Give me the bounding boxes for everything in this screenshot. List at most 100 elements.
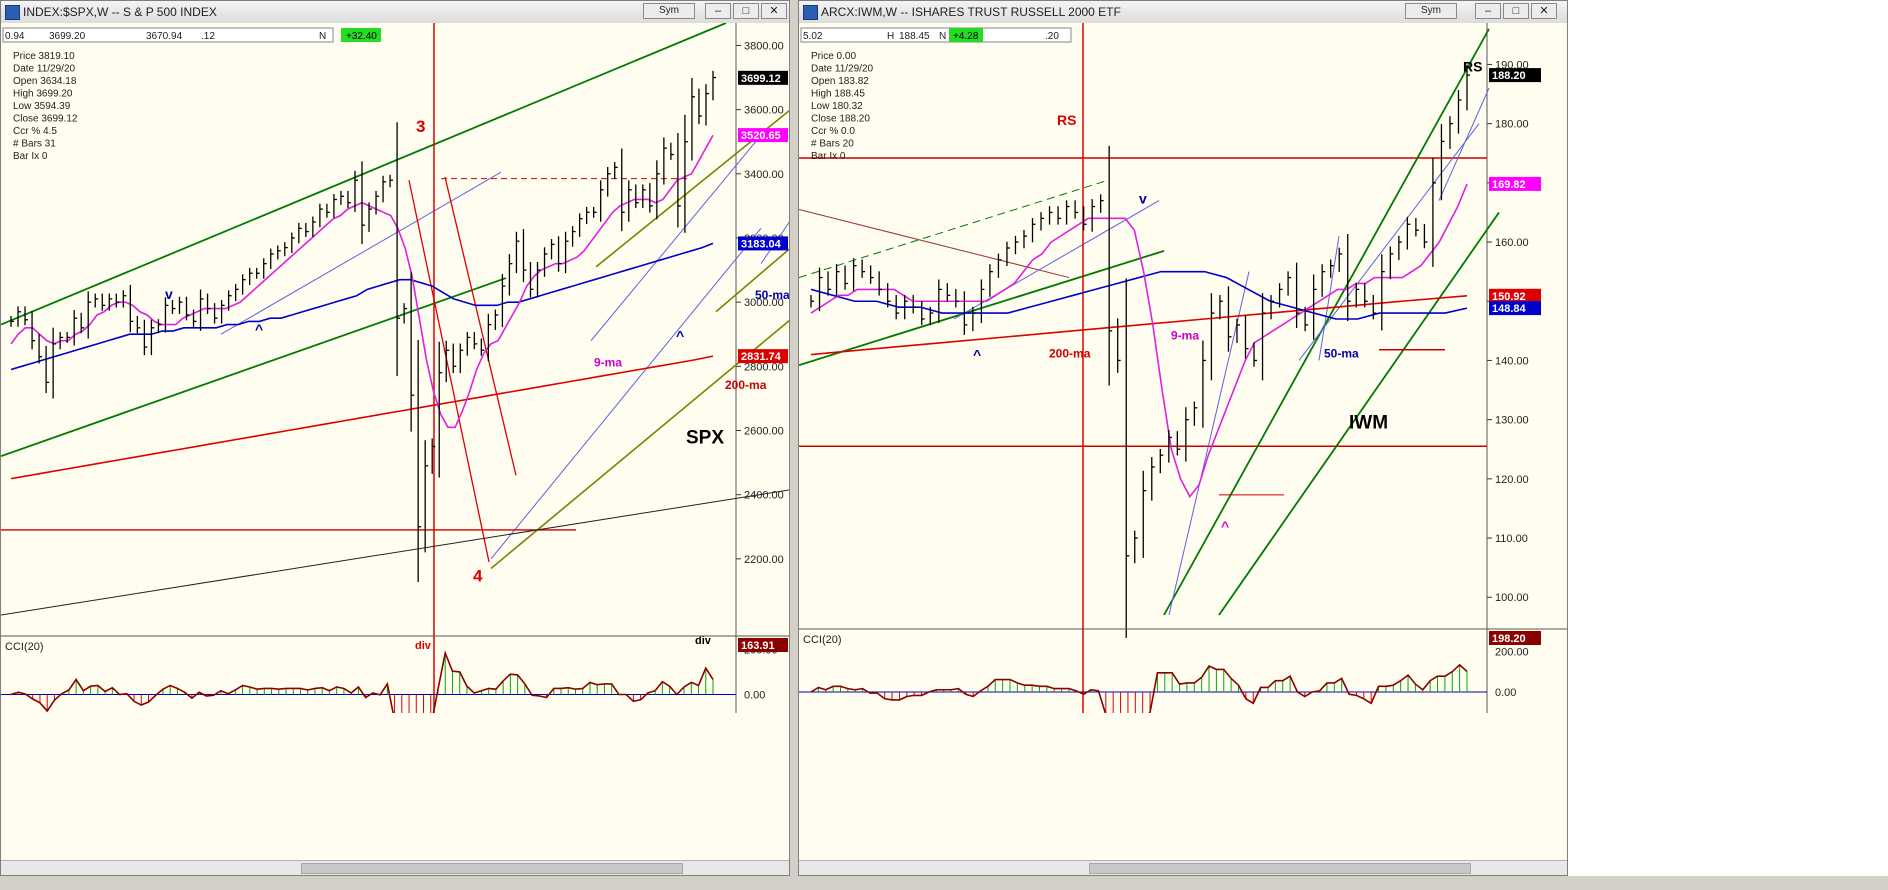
price-badge: 148.84 [1492,303,1527,315]
blue-trendline [1168,271,1250,616]
olive-short-trendline [715,248,789,313]
price-tick-label: 3800.00 [744,40,784,52]
olive-upper-trendline [595,109,789,268]
blue-trendline [220,171,502,335]
header-value: .20 [1045,31,1059,42]
header-value: .12 [201,31,215,42]
spx-close-button[interactable]: ✕ [761,3,787,19]
ma200-line [810,294,1468,356]
spx-maximize-button[interactable]: □ [733,3,759,19]
price-badge-bg [1489,288,1541,303]
blue-trendline [760,221,789,264]
caret-marker: ^ [255,321,263,337]
plot-background [799,23,1567,713]
plot-background [1,23,789,713]
blue-trendline [1438,87,1490,201]
ticker-label: IWM [1349,413,1388,434]
info-line: High 3699.20 [13,89,73,100]
caret-marker: ^ [973,346,981,362]
ticker-label: SPX [686,427,724,448]
info-line: # Bars 20 [811,139,854,150]
price-tick-label: 2200.00 [744,554,784,566]
cci-title: CCI(20) [5,641,44,653]
green-dashed-trendline [799,179,1110,279]
spx-scroll-thumb[interactable] [301,863,683,874]
red-decline-line [408,180,490,563]
spx-chart-area[interactable]: 3800.003600.003400.003200.003000.002800.… [1,23,789,713]
cci-badge: 163.91 [741,640,775,652]
right-vertical-scrollbar[interactable] [1568,0,1888,876]
info-line: Close 3699.12 [13,114,78,125]
brown-trendline [799,208,1070,279]
cci-tick-label: 0.00 [744,690,765,702]
iwm-chart-area[interactable]: 190.00180.00170.00160.00150.00140.00130.… [799,23,1567,713]
info-line: Close 188.20 [811,114,870,125]
info-line: Date 11/29/20 [811,64,874,75]
blue-trendline [490,228,762,560]
rs-label: RS [1057,112,1076,128]
price-badge: 188.20 [1492,70,1526,82]
cci-tick-label: 200.00 [1495,646,1529,658]
blue-trendline [1318,236,1340,361]
iwm-title-bar: ARCX:IWM,W -- ISHARES TRUST RUSSELL 2000… [799,1,1567,24]
change-badge: +32.40 [346,31,377,42]
cci-line [10,650,714,713]
ma50-label: 50-ma [755,288,789,302]
info-line: Low 3594.39 [13,101,71,112]
chart-app-icon [803,5,818,20]
iwm-symbol-button[interactable]: Sym [1405,3,1457,19]
v-marker: v [1139,191,1147,207]
price-badge: 150.92 [1492,291,1526,303]
rs-label: RS [1463,59,1482,75]
header-value: N [939,31,946,42]
price-badge-bg [1489,301,1541,316]
price-badge-bg [738,70,788,85]
price-tick-label: 3000.00 [744,297,784,309]
info-line: High 188.45 [811,89,865,100]
header-value: 188.45 [899,31,930,42]
header-value: 5.02 [803,31,823,42]
ma9-line [810,183,1468,499]
chart-app-icon [5,5,20,20]
info-line: Low 180.32 [811,101,863,112]
cci-line [810,663,1468,713]
v-marker: v [165,286,173,302]
header-value: H [887,31,894,42]
info-line: Bar Ix 0 [811,151,846,162]
window-splitter[interactable] [790,0,798,876]
price-tick-label: 110.00 [1495,533,1528,545]
price-tick-label: 2600.00 [744,425,784,437]
upper-green-trendline [1,23,727,326]
iwm-window-title: ARCX:IWM,W -- ISHARES TRUST RUSSELL 2000… [821,5,1121,19]
iwm-minimize-button[interactable]: – [1475,3,1501,19]
iwm-maximize-button[interactable]: □ [1503,3,1529,19]
iwm-horizontal-scrollbar[interactable] [799,860,1567,875]
info-line: Price 0.00 [811,51,856,62]
green-channel-upper [1163,28,1490,616]
red-decline-line [444,176,517,476]
price-tick-label: 3400.00 [744,169,784,181]
ma50-label: 50-ma [1324,346,1359,360]
spx-horizontal-scrollbar[interactable] [1,860,789,875]
price-badge-bg [738,128,788,143]
change-badge: +4.28 [953,31,979,42]
caret-marker: ^ [676,328,684,344]
green-channel-lower [1218,211,1500,616]
header-value: N [319,31,326,42]
price-tick-label: 180.00 [1495,119,1529,131]
ma200-line [10,355,714,480]
price-tick-label: 3600.00 [744,105,784,117]
info-line: Price 3819.10 [13,51,75,62]
iwm-close-button[interactable]: ✕ [1531,3,1557,19]
blue-trendline [1298,123,1480,361]
price-badge: 3183.04 [741,238,782,250]
info-line: Open 183.82 [811,76,869,87]
header-strip [2,27,334,43]
info-line: # Bars 31 [13,139,56,150]
spx-symbol-button[interactable]: Sym [643,3,695,19]
ma9-label: 9-ma [594,355,622,369]
iwm-scroll-thumb[interactable] [1089,863,1471,874]
change-badge-bg [341,28,381,42]
info-line: Bar Ix 0 [13,151,48,162]
spx-minimize-button[interactable]: – [705,3,731,19]
